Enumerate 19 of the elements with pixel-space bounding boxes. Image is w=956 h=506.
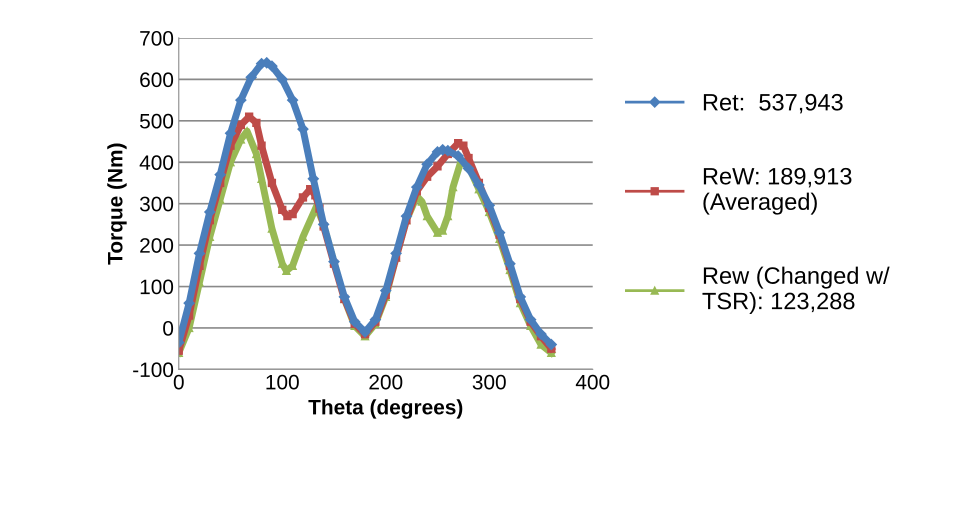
x-tick-label: 200 — [369, 374, 402, 390]
x-tick-label: 100 — [266, 374, 299, 390]
x-tick-label: 400 — [576, 374, 610, 390]
x-tick-label: 300 — [472, 374, 506, 390]
y-tick-label: 300 — [140, 196, 174, 212]
y-tick-label: 700 — [140, 30, 174, 46]
y-tick-label: 0 — [163, 320, 174, 336]
y-tick-label: 200 — [140, 238, 174, 253]
y-axis-title: Torque (Nm) — [107, 144, 127, 265]
y-tick-label: 100 — [140, 280, 174, 294]
y-tick-label: 500 — [140, 114, 174, 129]
legend-label: ReW: 189,913 (Averaged) — [703, 168, 852, 215]
x-tick-label: 0 — [174, 374, 184, 390]
y-tick-label: 600 — [140, 72, 174, 88]
y-tick-label: -100 — [133, 362, 174, 378]
x-axis-title: Theta (degrees) — [308, 399, 462, 419]
legend-label: Ret: 537,943 — [704, 94, 843, 114]
y-tick-label: 400 — [140, 155, 174, 170]
legend-label: Rew (Changed w/ TSR): 123,288 — [702, 266, 890, 314]
